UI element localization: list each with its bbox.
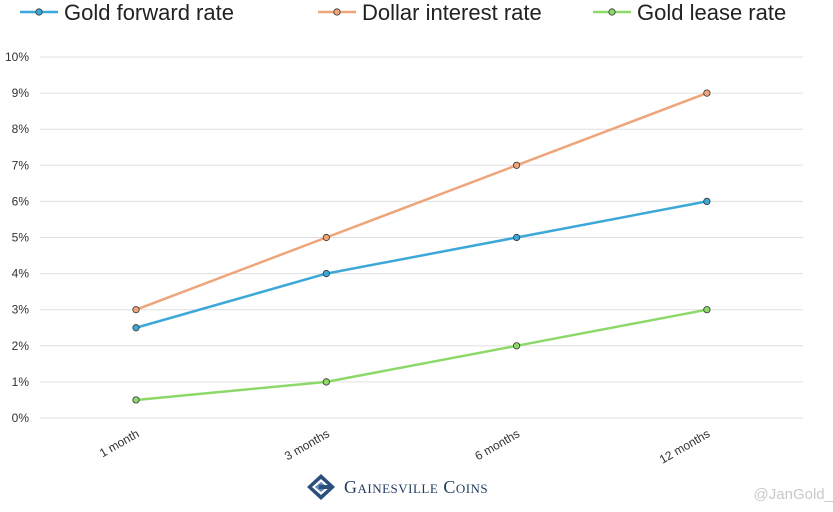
legend-label: Gold forward rate <box>64 0 234 25</box>
series-line <box>135 91 708 311</box>
data-point <box>322 233 330 242</box>
data-point <box>132 324 140 332</box>
y-tick-label: 9% <box>12 86 30 100</box>
series-line <box>135 200 708 329</box>
x-tick-label: 12 months <box>657 426 713 466</box>
data-point <box>703 197 711 205</box>
gainesville-coins-logo-icon <box>307 474 335 500</box>
data-point <box>322 378 330 386</box>
data-point <box>322 269 330 278</box>
legend-swatch-marker <box>35 8 43 16</box>
data-point <box>132 396 140 404</box>
x-tick-label: 1 month <box>97 426 142 460</box>
y-tick-label: 3% <box>12 303 30 317</box>
x-tick-label: 3 months <box>282 426 332 463</box>
legend-label: Dollar interest rate <box>362 0 542 25</box>
y-tick-label: 6% <box>12 194 30 208</box>
series-line <box>135 308 708 402</box>
legend-swatch-marker <box>333 8 341 16</box>
y-tick-label: 4% <box>12 267 30 281</box>
y-tick-label: 5% <box>12 231 30 245</box>
data-point <box>512 342 521 350</box>
legend-label: Gold lease rate <box>637 0 786 25</box>
y-tick-label: 7% <box>12 158 30 172</box>
data-point <box>512 161 521 169</box>
y-tick-label: 10% <box>5 50 29 64</box>
brand-logo: Gainesville Coins <box>306 473 488 501</box>
y-tick-label: 8% <box>12 122 30 136</box>
data-point <box>703 306 711 314</box>
x-tick-label: 6 months <box>472 426 522 463</box>
legend-swatch-marker <box>608 8 616 16</box>
y-tick-label: 0% <box>12 411 30 425</box>
data-point <box>703 89 711 97</box>
data-point <box>512 233 521 242</box>
y-tick-label: 2% <box>12 339 30 353</box>
watermark: @JanGold_ <box>753 486 833 503</box>
y-tick-label: 1% <box>12 375 30 389</box>
brand-name: Gainesville Coins <box>344 476 489 497</box>
data-point <box>132 306 140 314</box>
